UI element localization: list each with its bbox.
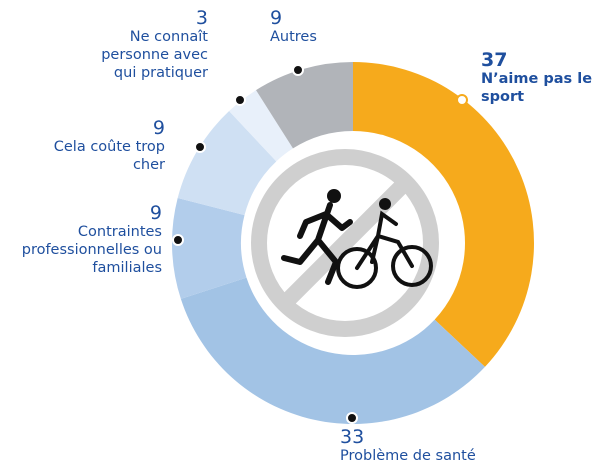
value-label: 33 <box>340 426 365 448</box>
slice <box>180 277 485 424</box>
category-label: Contraintes professionnelles ou familial… <box>21 224 162 276</box>
value-label: 3 <box>195 7 208 29</box>
slice-label: 9 Autres <box>270 8 370 46</box>
category-label: N’aime pas le sport <box>481 71 593 105</box>
label-dot <box>194 141 206 153</box>
icon-bike <box>355 210 414 270</box>
slices <box>172 62 534 424</box>
slice <box>172 197 247 299</box>
category-label: Problème de santé <box>340 448 476 464</box>
slice-label: 9 Cela coûte trop cher <box>45 118 165 174</box>
dots <box>172 64 468 424</box>
icon-head <box>327 189 341 203</box>
label-dot <box>456 94 468 106</box>
slice-label: 9 Contraintes professionnelles ou familia… <box>2 203 162 277</box>
label-dot <box>346 412 358 424</box>
value-label: 9 <box>270 7 283 29</box>
slice <box>229 90 293 162</box>
icon-runner <box>281 202 353 285</box>
label-dot <box>234 94 246 106</box>
slice-label: 3 Ne connaît personne avec qui pratiquer <box>90 8 208 82</box>
category-label: Ne connaît personne avec qui pratiquer <box>101 29 208 81</box>
slice <box>256 62 353 149</box>
slice <box>177 111 277 216</box>
label-dot <box>292 64 304 76</box>
label-dot <box>172 234 184 246</box>
value-label: 9 <box>152 117 165 139</box>
category-label: Autres <box>270 29 317 45</box>
slice-label: 37 N’aime pas le sport <box>481 50 603 106</box>
category-label: Cela coûte trop cher <box>53 139 165 173</box>
no-sport-icon <box>251 149 439 337</box>
value-label: 9 <box>149 202 162 224</box>
icon-wheel <box>336 247 378 289</box>
slice <box>353 62 534 367</box>
icon-cyclist-head <box>379 198 391 210</box>
value-label: 37 <box>481 49 508 71</box>
icon-wheel <box>391 245 433 287</box>
slice-label: 33 Problème de santé <box>340 427 540 465</box>
